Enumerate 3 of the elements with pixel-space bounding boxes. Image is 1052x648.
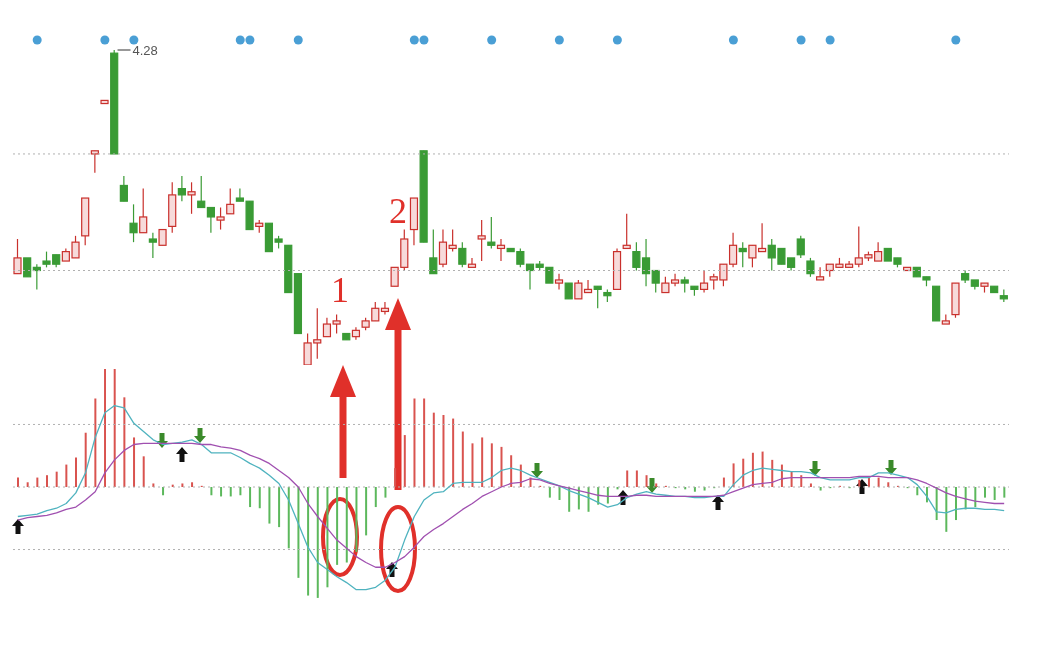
annotation: 2 (389, 191, 407, 231)
annotation: 4.28 (132, 43, 158, 58)
annotation: 1 (331, 270, 349, 310)
